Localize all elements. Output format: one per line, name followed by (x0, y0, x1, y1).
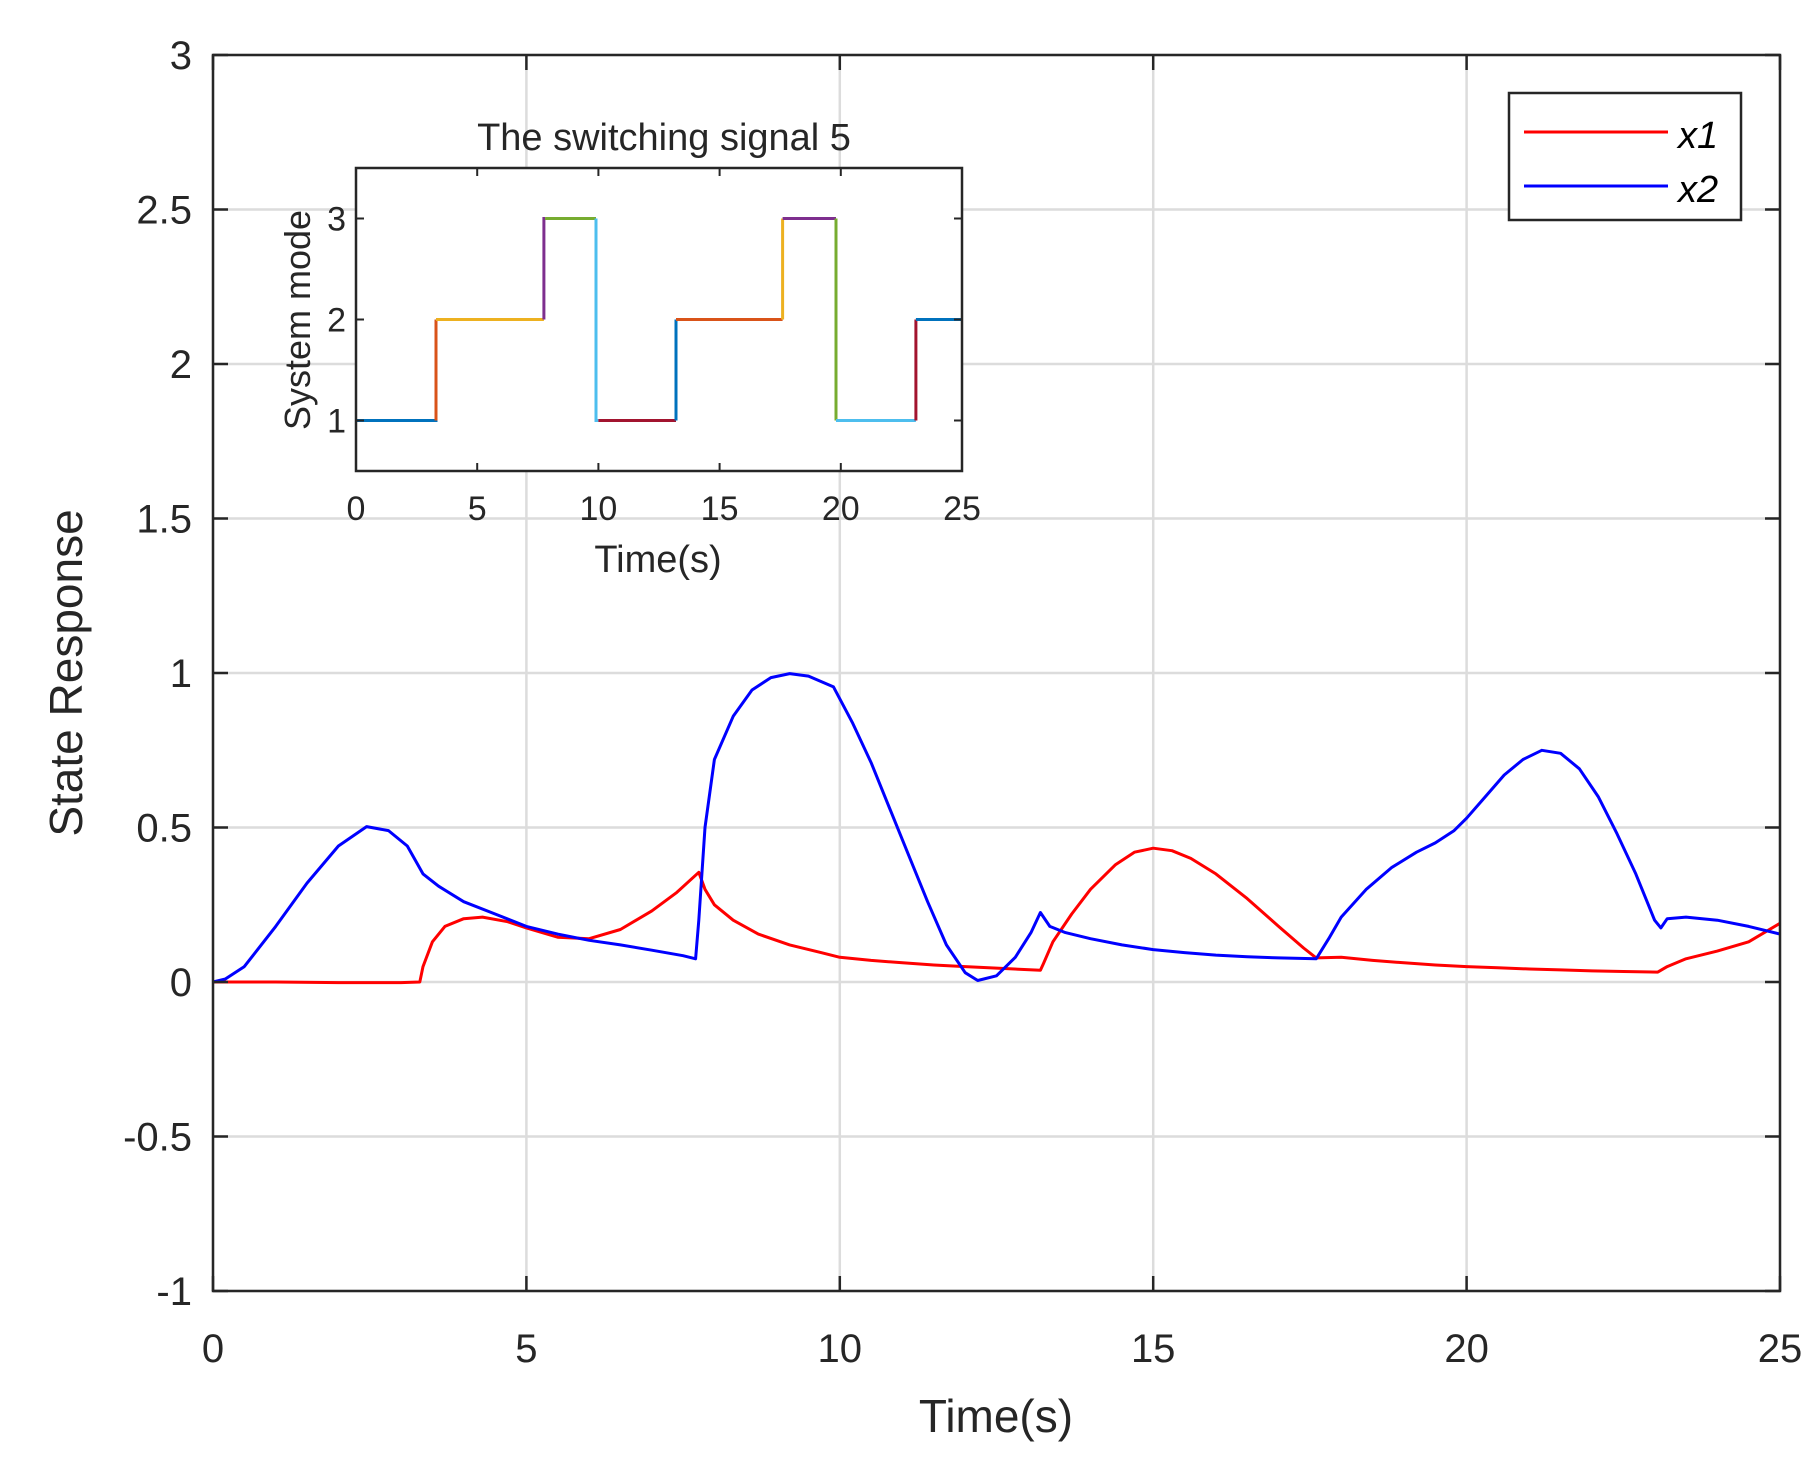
main-x-tick-label: 15 (1131, 1327, 1176, 1371)
main-x-tick-label: 0 (202, 1327, 224, 1371)
legend-box (1507, 91, 1743, 222)
main-y-tick-label: 0.5 (136, 807, 192, 851)
main-y-tick-label: 1 (170, 652, 192, 696)
main-series (212, 672, 1781, 985)
mode-segment-3 (542, 217, 546, 320)
main-x-tick-label: 10 (818, 1327, 863, 1371)
main-x-tick-label: 25 (1758, 1327, 1803, 1371)
main-y-axis-label: State Response (40, 509, 92, 836)
series-line-x1 (213, 846, 1781, 985)
main-x-tick-label: 5 (515, 1327, 537, 1371)
mode-segment-5 (594, 218, 599, 422)
inset-x-tick-label: 0 (347, 490, 366, 528)
series-line-x2 (212, 672, 1781, 984)
inset-y-tick-label: 3 (327, 201, 346, 239)
inset-x-tick-label: 10 (579, 490, 617, 528)
inset-series (356, 217, 962, 422)
legend-label-x2: x2 (1676, 169, 1718, 211)
main-x-tick-labels: 0 5 10 15 20 25 (202, 1327, 1802, 1371)
main-y-tick-label: 2.5 (136, 189, 192, 233)
inset-x-tick-labels: 0 5 10 15 20 25 (347, 490, 981, 528)
inset-y-axis-label: System mode (277, 210, 318, 430)
main-x-axis-label: Time(s) (919, 1390, 1073, 1442)
main-x-tick-label: 20 (1444, 1327, 1489, 1371)
inset-x-axis-label: Time(s) (594, 539, 721, 581)
legend-label-x1: x1 (1676, 115, 1718, 157)
inset-x-tick-label: 20 (822, 490, 860, 528)
inset-y-tick-label: 1 (327, 403, 346, 441)
inset-title: The switching signal 5 (477, 117, 851, 159)
main-ticks (211, 53, 1782, 1293)
legend: x1 x2 (1507, 91, 1743, 222)
main-y-tick-label: 0 (170, 961, 192, 1005)
main-y-tick-label: -0.5 (123, 1116, 192, 1160)
main-y-tick-label: 2 (170, 343, 192, 387)
inset-x-tick-label: 25 (943, 490, 981, 528)
inset-axes: 0 5 10 15 20 25 1 2 3 The switching signal 5 Ti… (277, 117, 981, 581)
inset-y-tick-labels: 1 2 3 (327, 201, 346, 441)
inset-y-tick-label: 2 (327, 302, 346, 340)
inset-ticks (355, 168, 963, 471)
main-y-tick-label: 1.5 (136, 498, 192, 542)
inset-x-tick-label: 5 (468, 490, 487, 528)
inset-x-tick-label: 15 (701, 490, 739, 528)
main-y-tick-label: -1 (156, 1270, 192, 1314)
main-y-tick-label: 3 (170, 34, 192, 78)
main-y-tick-labels: -1 -0.5 0 0.5 1 1.5 2 2.5 3 (123, 34, 192, 1314)
